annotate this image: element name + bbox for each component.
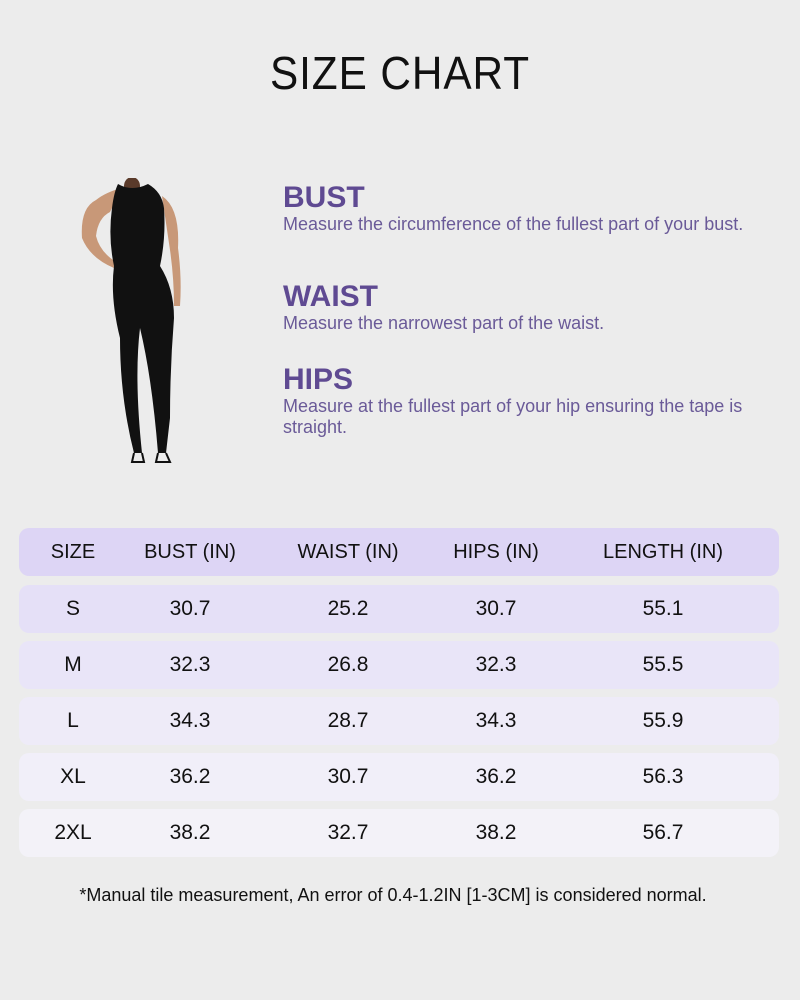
table-row-cell: 36.2: [169, 765, 211, 788]
waist-heading: WAIST: [283, 280, 378, 313]
table-row-cell: XL: [60, 765, 86, 788]
bust-measurement: BUST Measure the circumference of the fu…: [283, 182, 763, 235]
waist-measurement: WAIST Measure the narrowest part of the …: [283, 281, 763, 334]
table-row: XL 36.2 30.7 36.2 56.3: [19, 753, 779, 801]
model-jumpsuit-image: [81, 178, 181, 463]
table-row-cell: 56.3: [642, 765, 684, 788]
table-header-row-cell: BUST (IN): [144, 540, 236, 563]
table-row-cell: 55.1: [642, 597, 684, 620]
table-row-cell: 55.5: [642, 653, 684, 676]
page-title: SIZE CHART: [269, 47, 531, 99]
table-row-cell: 32.3: [169, 653, 211, 676]
measurement-note: *Manual tile measurement, An error of 0.…: [79, 885, 707, 905]
table-row-cell: 30.7: [169, 597, 211, 620]
table-row-cell: 56.7: [642, 821, 684, 844]
table-header-row-cell: LENGTH (IN): [603, 540, 723, 563]
table-row-cell: 34.3: [475, 709, 517, 732]
table-row-cell: 26.8: [327, 653, 369, 676]
waist-description: Measure the narrowest part of the waist.: [283, 313, 605, 333]
bust-heading: BUST: [283, 181, 365, 214]
table-row-cell: L: [67, 709, 79, 732]
hips-measurement: HIPS Measure at the fullest part of your…: [283, 364, 763, 438]
table-row-cell: 34.3: [169, 709, 211, 732]
table-row-cell: 55.9: [642, 709, 684, 732]
bust-description: Measure the circumference of the fullest…: [283, 214, 744, 234]
table-row-cell: 38.2: [169, 821, 211, 844]
table-row-cell: 25.2: [327, 597, 369, 620]
table-row-cell: 28.7: [327, 709, 369, 732]
table-row-cell: 2XL: [54, 821, 92, 844]
table-row-cell: S: [65, 597, 81, 620]
table-row: 2XL 38.2 32.7 38.2 56.7: [19, 809, 779, 857]
table-row-cell: 32.7: [327, 821, 369, 844]
table-row-cell: 32.3: [475, 653, 517, 676]
hips-heading: HIPS: [283, 363, 354, 396]
hips-description: Measure at the fullest part of your hip …: [283, 396, 743, 437]
table-header-row-cell: HIPS (IN): [453, 540, 539, 563]
table-row-cell: 30.7: [475, 597, 517, 620]
table-row-cell: 38.2: [475, 821, 517, 844]
table-row-cell: 36.2: [475, 765, 517, 788]
table-row-cell: 30.7: [327, 765, 369, 788]
table-header-row-cell: SIZE: [50, 540, 96, 563]
table-header-row-cell: WAIST (IN): [297, 540, 399, 563]
table-header-row: SIZE BUST (IN) WAIST (IN) HIPS (IN) LENGTH (…: [19, 528, 779, 576]
table-row: S 30.7 25.2 30.7 55.1: [19, 585, 779, 633]
table-row: M 32.3 26.8 32.3 55.5: [19, 641, 779, 689]
table-row: L 34.3 28.7 34.3 55.9: [19, 697, 779, 745]
table-row-cell: M: [64, 653, 82, 676]
